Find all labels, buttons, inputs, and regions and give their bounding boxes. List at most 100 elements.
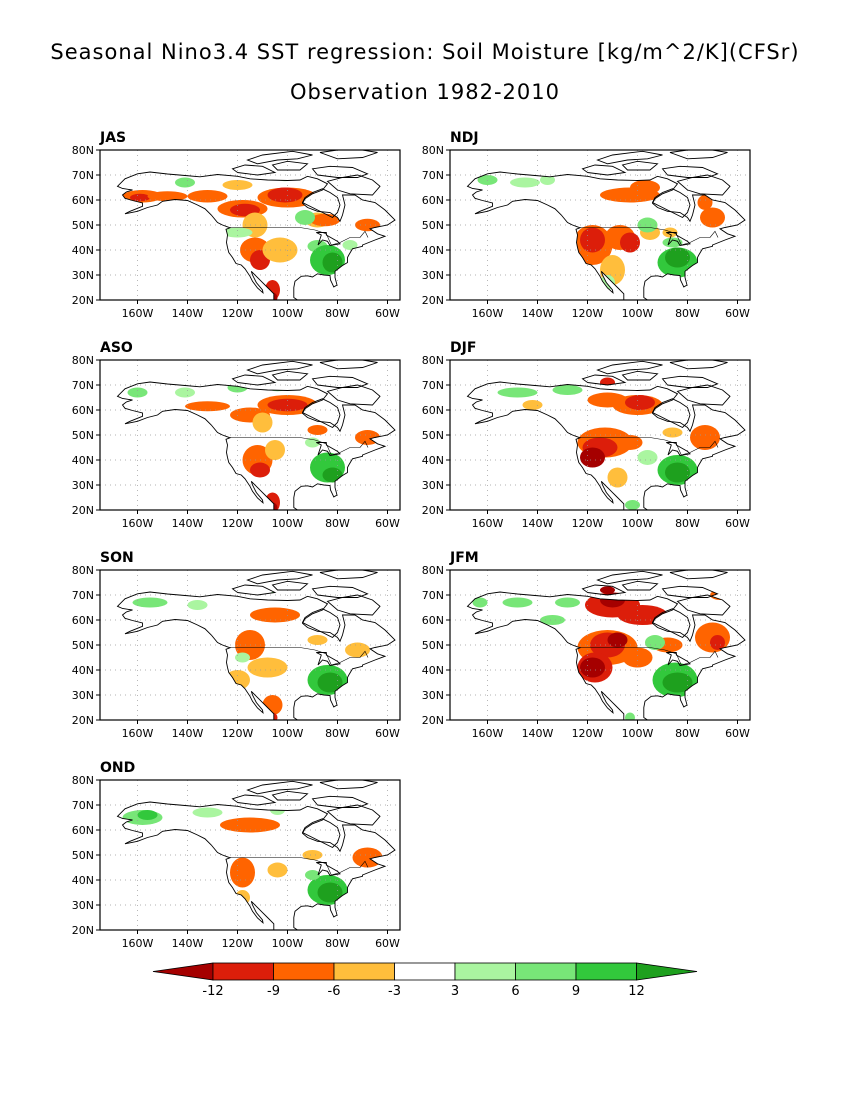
lon-tick-label: 160W [472, 517, 504, 530]
colorbar-segment [333, 962, 395, 981]
lon-tick-label: 60W [375, 727, 400, 740]
lon-tick-label: 140W [172, 517, 204, 530]
lat-tick-label: 50N [72, 219, 94, 232]
coastlines [466, 150, 746, 300]
lon-tick-label: 80W [325, 517, 350, 530]
anomaly-blob [267, 502, 278, 510]
anomaly-blob [600, 586, 615, 594]
anomaly-blob [137, 810, 158, 820]
anomaly-blob [637, 217, 658, 233]
lon-tick-label: 160W [472, 727, 504, 740]
lat-tick-label: 60N [72, 404, 94, 417]
lon-tick-label: 160W [122, 307, 154, 320]
anomaly-blob [127, 387, 148, 398]
coastlines [116, 570, 396, 720]
lon-tick-label: 120W [572, 727, 604, 740]
colorbar-segment [454, 962, 516, 981]
anomaly-blob [185, 401, 230, 412]
anomaly-field [497, 377, 720, 510]
lat-tick-label: 70N [422, 169, 444, 182]
anomaly-blob [187, 190, 228, 203]
lat-tick-label: 40N [72, 244, 94, 257]
lat-tick-label: 30N [72, 269, 94, 282]
map-panel-djf: DJF 80N 70N 60N 50N 40N 30N 20N 160W 140W 120W 100W… [422, 340, 751, 530]
anomaly-blob [220, 817, 280, 833]
anomaly-blob [265, 440, 285, 460]
anomaly-blob [600, 377, 615, 388]
lon-tick-label: 100W [272, 307, 304, 320]
lon-tick-label: 100W [272, 727, 304, 740]
anomaly-blob [352, 847, 383, 868]
grid-lines [450, 570, 750, 720]
colorbar-label: 6 [511, 984, 519, 999]
grid-lines [100, 570, 400, 720]
anomaly-blob [662, 237, 683, 248]
anomaly-blob [630, 180, 660, 195]
lat-tick-label: 30N [72, 689, 94, 702]
anomaly-blob [267, 862, 288, 878]
panel-label: NDJ [450, 130, 479, 146]
lon-tick-label: 160W [122, 727, 154, 740]
lat-tick-label: 80N [72, 144, 94, 157]
lon-tick-label: 80W [675, 517, 700, 530]
colorbar-segment [273, 962, 335, 981]
anomaly-blob [580, 657, 605, 678]
coastlines [466, 570, 746, 720]
lon-tick-label: 100W [622, 517, 654, 530]
anomaly-blob [265, 280, 280, 300]
anomaly-blob [235, 652, 250, 663]
anomaly-blob [302, 850, 323, 860]
lon-tick-label: 80W [325, 727, 350, 740]
anomaly-blob [540, 615, 565, 625]
lat-tick-label: 60N [72, 194, 94, 207]
anomaly-blob [307, 635, 328, 645]
grid-lines [100, 360, 400, 510]
lat-tick-label: 20N [72, 714, 94, 727]
colorbar-label: -3 [388, 984, 401, 999]
anomaly-blob [622, 647, 653, 668]
anomaly-field [127, 382, 380, 510]
lat-tick-label: 60N [422, 614, 444, 627]
anomaly-blob [637, 450, 658, 465]
lon-tick-label: 120W [572, 307, 604, 320]
anomaly-blob [497, 387, 538, 398]
map-panel-jas: JAS 80N 70N 60N 50N 40N 30N 20N 160W 140W 120W 100W… [72, 130, 401, 320]
anomaly-blob [625, 395, 655, 410]
anomaly-blob [472, 597, 488, 608]
lon-tick-label: 120W [222, 517, 254, 530]
figure-subtitle: Observation 1982-2010 [289, 80, 561, 104]
lon-tick-label: 60W [375, 517, 400, 530]
panel-label: DJF [450, 340, 476, 356]
anomaly-blob [342, 240, 358, 250]
lon-tick-label: 120W [222, 937, 254, 950]
lat-tick-label: 70N [422, 589, 444, 602]
colorbar-segment [394, 962, 456, 981]
lon-tick-label: 160W [122, 517, 154, 530]
colorbar-label: 3 [451, 984, 459, 999]
anomaly-blob [580, 447, 605, 468]
lon-tick-label: 60W [725, 517, 750, 530]
anomaly-field [122, 805, 383, 905]
lat-tick-label: 70N [422, 379, 444, 392]
colorbar-arrow-right [636, 962, 698, 981]
anomaly-blob [187, 600, 208, 610]
anomaly-blob [690, 425, 720, 450]
lat-tick-label: 50N [72, 429, 94, 442]
lat-tick-label: 60N [422, 194, 444, 207]
anomaly-blob [502, 597, 533, 608]
colorbar: -12 -9 -6 -3 3 6 9 12 [152, 962, 698, 999]
anomaly-blob [620, 232, 640, 253]
lat-tick-label: 20N [422, 504, 444, 517]
colorbar-label: 12 [628, 984, 645, 999]
anomaly-blob [355, 218, 380, 232]
anomaly-blob [192, 807, 223, 818]
coastlines [116, 780, 396, 930]
anomaly-blob [307, 425, 328, 435]
lat-tick-label: 70N [72, 589, 94, 602]
coastlines [116, 150, 396, 300]
lat-tick-label: 80N [72, 354, 94, 367]
map-panel-aso: ASO 80N 70N 60N 50N 40N 30N 20N 160W 140W 120W 100W… [72, 340, 401, 530]
map-panel-ndj: NDJ 80N 70N 60N 50N 40N 30N 20N 160W 140W 120W 100W… [422, 130, 751, 320]
colorbar-label: 9 [572, 984, 580, 999]
